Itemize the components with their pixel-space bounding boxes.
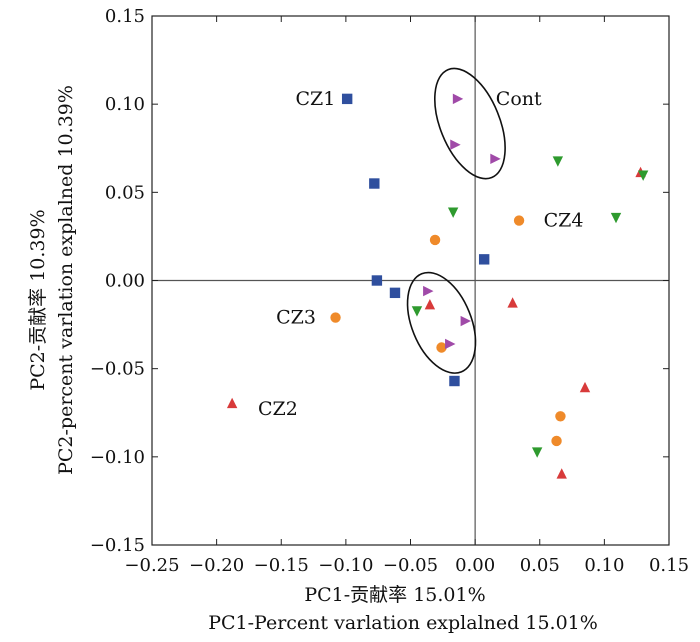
point-circle xyxy=(513,215,525,226)
y-tick-label: −0.10 xyxy=(90,447,145,468)
cz3-ellipse xyxy=(406,271,477,374)
point-triangle-up xyxy=(424,298,436,310)
y-axis-title: PC2-贡献率 10.39% xyxy=(27,209,49,390)
point-triangle-down xyxy=(610,212,622,224)
point-triangle-up xyxy=(579,381,591,393)
y-tick-label: 0.05 xyxy=(105,182,145,203)
point-circle xyxy=(551,435,562,447)
x-tick-label: −0.15 xyxy=(254,555,309,576)
point-triangle-right xyxy=(490,153,501,165)
zero-lines xyxy=(152,16,669,545)
x-tick-label: −0.25 xyxy=(124,555,179,576)
y-tick-label: 0.10 xyxy=(105,94,145,115)
x-tick-label: 0.00 xyxy=(455,555,495,576)
data-points xyxy=(226,93,649,479)
x-tick-label: −0.10 xyxy=(318,555,373,576)
point-triangle-up xyxy=(556,468,567,479)
point-triangle-down xyxy=(411,306,423,317)
group-label-cz3: CZ3 xyxy=(276,307,316,329)
y-tick-label: 0.00 xyxy=(105,271,145,292)
group-ellipses xyxy=(406,67,506,374)
y-tick-label: 0.15 xyxy=(105,6,145,27)
point-square xyxy=(341,93,353,105)
point-circle xyxy=(555,411,566,422)
point-triangle-right xyxy=(450,139,461,150)
group-label-cz1: CZ1 xyxy=(295,88,335,110)
point-square xyxy=(449,375,460,387)
x-axis-ticks: −0.25 −0.20 −0.15 −0.10 −0.05 0.00 0.05 0.10 0.1… xyxy=(124,16,689,576)
cont-ellipse xyxy=(434,67,506,180)
point-square xyxy=(389,287,401,299)
group-labels: CZ1 Cont CZ4 CZ3 CZ2 xyxy=(258,88,583,420)
x-tick-label: 0.15 xyxy=(649,555,689,576)
point-triangle-right xyxy=(445,338,456,350)
group-label-cz2: CZ2 xyxy=(258,398,298,420)
point-circle xyxy=(436,342,447,353)
point-triangle-down xyxy=(447,207,459,218)
point-triangle-right xyxy=(460,315,471,327)
point-triangle-right xyxy=(452,93,464,105)
point-circle xyxy=(429,234,441,246)
y-tick-label: −0.05 xyxy=(90,359,145,380)
x-tick-label: 0.10 xyxy=(584,555,624,576)
group-label-cz4: CZ4 xyxy=(544,210,584,232)
y-axis-title-english: PC2-percent varlation explalned 10.39% xyxy=(55,85,77,475)
group-label-cont: Cont xyxy=(496,88,542,110)
point-triangle-up xyxy=(226,397,238,409)
point-triangle-down xyxy=(637,170,649,181)
point-triangle-down xyxy=(552,156,564,167)
y-axis-ticks: 0.15 0.10 0.05 0.00 −0.05 −0.10 −0.15 xyxy=(90,6,669,556)
point-triangle-down xyxy=(531,447,543,458)
x-axis-title: PC1-贡献率 15.01% xyxy=(304,584,485,606)
point-circle xyxy=(330,312,341,323)
y-tick-label: −0.15 xyxy=(90,535,145,556)
x-tick-label: −0.05 xyxy=(383,555,438,576)
point-square xyxy=(478,254,490,265)
x-tick-label: 0.05 xyxy=(520,555,560,576)
x-tick-label: −0.20 xyxy=(189,555,244,576)
point-triangle-up xyxy=(507,297,518,308)
x-axis-title-english: PC1-Percent varlation explalned 15.01% xyxy=(208,612,598,634)
point-square xyxy=(369,178,380,189)
point-square xyxy=(371,275,383,286)
point-triangle-right xyxy=(423,285,434,297)
